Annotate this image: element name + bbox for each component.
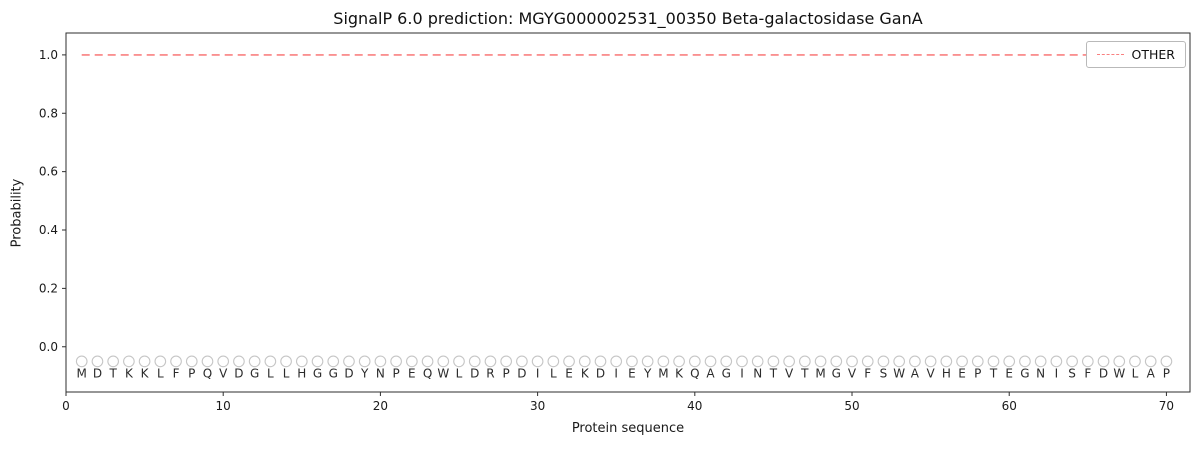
svg-text:50: 50 [844, 399, 859, 413]
svg-text:P: P [188, 366, 195, 380]
svg-text:E: E [1005, 366, 1013, 380]
svg-text:I: I [536, 366, 540, 380]
svg-text:0.4: 0.4 [39, 223, 58, 237]
svg-text:L: L [283, 366, 290, 380]
svg-text:W: W [893, 366, 905, 380]
svg-text:W: W [1113, 366, 1125, 380]
other-series-line-swatch [1096, 54, 1124, 55]
svg-text:D: D [234, 366, 243, 380]
chart-title: SignalP 6.0 prediction: MGYG000002531_00… [333, 9, 923, 28]
svg-text:L: L [157, 366, 164, 380]
svg-text:Q: Q [423, 366, 432, 380]
svg-text:0.6: 0.6 [39, 165, 58, 179]
svg-text:V: V [927, 366, 936, 380]
sequence-markers [75, 355, 1173, 368]
svg-text:D: D [344, 366, 353, 380]
svg-text:E: E [565, 366, 573, 380]
svg-text:K: K [675, 366, 684, 380]
svg-text:E: E [958, 366, 966, 380]
svg-text:G: G [1020, 366, 1029, 380]
svg-text:Q: Q [203, 366, 212, 380]
svg-text:A: A [1147, 366, 1156, 380]
svg-text:60: 60 [1002, 399, 1017, 413]
legend-label-other: OTHER [1131, 47, 1175, 62]
svg-text:K: K [125, 366, 134, 380]
svg-text:L: L [267, 366, 274, 380]
svg-text:M: M [815, 366, 825, 380]
svg-text:W: W [437, 366, 449, 380]
svg-text:F: F [864, 366, 871, 380]
svg-text:G: G [722, 366, 731, 380]
plot-spine [65, 32, 1191, 393]
svg-text:0.2: 0.2 [39, 281, 58, 295]
svg-text:P: P [503, 366, 510, 380]
svg-text:H: H [942, 366, 951, 380]
svg-text:T: T [108, 366, 117, 380]
svg-text:V: V [219, 366, 228, 380]
svg-text:A: A [706, 366, 715, 380]
svg-text:T: T [769, 366, 778, 380]
svg-text:K: K [141, 366, 150, 380]
svg-text:F: F [173, 366, 180, 380]
svg-text:L: L [1132, 366, 1139, 380]
svg-text:S: S [1068, 366, 1076, 380]
svg-text:F: F [1084, 366, 1091, 380]
svg-text:G: G [250, 366, 259, 380]
svg-text:10: 10 [216, 399, 231, 413]
svg-text:Q: Q [690, 366, 699, 380]
svg-text:I: I [1055, 366, 1059, 380]
svg-text:G: G [832, 366, 841, 380]
x-axis-label: Protein sequence [571, 421, 685, 436]
svg-text:70: 70 [1159, 399, 1174, 413]
svg-text:D: D [596, 366, 605, 380]
legend: OTHER [1085, 41, 1186, 68]
svg-text:Y: Y [360, 366, 369, 380]
svg-text:M: M [77, 366, 87, 380]
svg-text:D: D [470, 366, 479, 380]
svg-text:E: E [408, 366, 416, 380]
svg-text:A: A [911, 366, 920, 380]
svg-text:30: 30 [530, 399, 545, 413]
svg-text:P: P [1163, 366, 1170, 380]
y-axis-ticks: 0.0 0.2 0.4 0.6 0.8 1.0 [39, 48, 66, 354]
svg-text:M: M [658, 366, 668, 380]
svg-text:H: H [297, 366, 306, 380]
svg-text:V: V [785, 366, 794, 380]
svg-text:K: K [581, 366, 590, 380]
svg-text:1.0: 1.0 [39, 48, 58, 62]
svg-text:V: V [848, 366, 857, 380]
svg-text:L: L [456, 366, 463, 380]
svg-text:0.0: 0.0 [39, 340, 58, 354]
svg-text:L: L [550, 366, 557, 380]
svg-text:E: E [628, 366, 636, 380]
svg-text:T: T [989, 366, 998, 380]
svg-text:I: I [740, 366, 744, 380]
x-axis-ticks: 0 10 20 30 40 50 60 70 [62, 392, 1174, 413]
svg-text:T: T [800, 366, 809, 380]
svg-text:P: P [393, 366, 400, 380]
svg-text:I: I [614, 366, 618, 380]
svg-text:20: 20 [373, 399, 388, 413]
svg-text:R: R [486, 366, 494, 380]
svg-text:N: N [376, 366, 385, 380]
svg-text:G: G [313, 366, 322, 380]
svg-text:D: D [93, 366, 102, 380]
svg-text:D: D [517, 366, 526, 380]
svg-text:0: 0 [62, 399, 70, 413]
svg-text:N: N [1036, 366, 1045, 380]
svg-text:P: P [974, 366, 981, 380]
svg-text:N: N [753, 366, 762, 380]
svg-text:G: G [329, 366, 338, 380]
svg-text:40: 40 [687, 399, 702, 413]
svg-text:D: D [1099, 366, 1108, 380]
svg-text:S: S [880, 366, 888, 380]
svg-text:0.8: 0.8 [39, 106, 58, 120]
svg-text:Y: Y [643, 366, 652, 380]
